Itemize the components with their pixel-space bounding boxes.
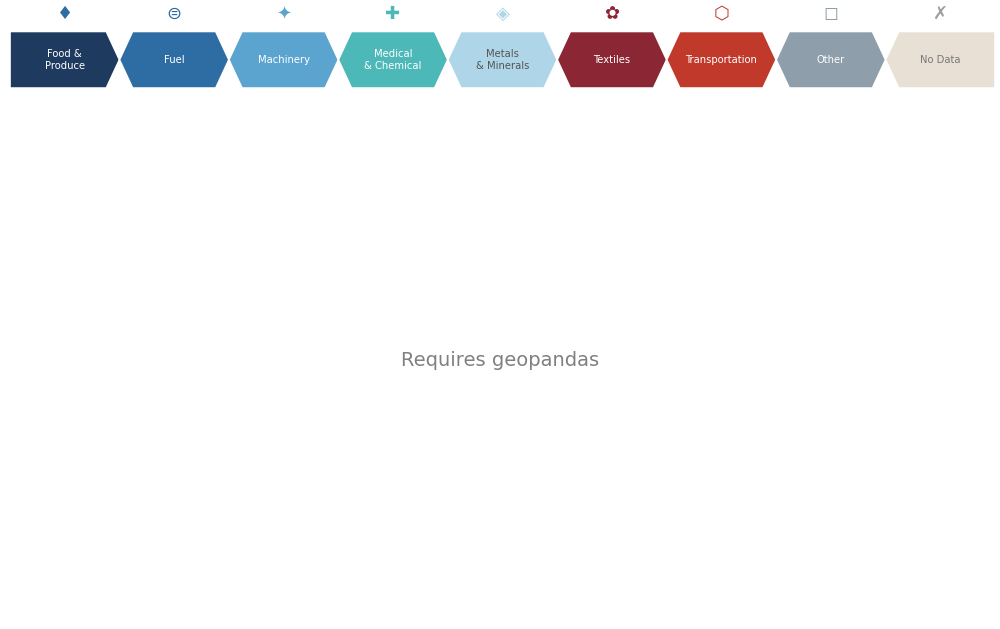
Text: ✦: ✦ [276, 5, 291, 23]
Polygon shape [448, 31, 557, 88]
Text: Medical
& Chemical: Medical & Chemical [364, 49, 422, 70]
Text: Metals
& Minerals: Metals & Minerals [476, 49, 529, 70]
Text: ⬡: ⬡ [714, 5, 729, 23]
Text: ◈: ◈ [496, 5, 509, 23]
Text: ✚: ✚ [385, 5, 401, 23]
Text: No Data: No Data [920, 55, 961, 65]
Polygon shape [229, 31, 338, 88]
Polygon shape [776, 31, 886, 88]
Text: ⊜: ⊜ [167, 5, 182, 23]
Polygon shape [10, 31, 119, 88]
Text: Textiles: Textiles [593, 55, 631, 65]
Polygon shape [886, 31, 995, 88]
Text: Fuel: Fuel [164, 55, 184, 65]
Polygon shape [557, 31, 667, 88]
Text: ✿: ✿ [604, 5, 620, 23]
Text: Other: Other [817, 55, 845, 65]
Text: Food &
Produce: Food & Produce [45, 49, 85, 70]
Text: ◻: ◻ [823, 5, 838, 23]
Text: Transportation: Transportation [685, 55, 757, 65]
Text: Machinery: Machinery [258, 55, 310, 65]
Text: ♦: ♦ [57, 5, 73, 23]
Text: Requires geopandas: Requires geopandas [401, 350, 599, 370]
Polygon shape [338, 31, 448, 88]
Text: ✗: ✗ [933, 5, 948, 23]
Polygon shape [119, 31, 229, 88]
Polygon shape [667, 31, 776, 88]
